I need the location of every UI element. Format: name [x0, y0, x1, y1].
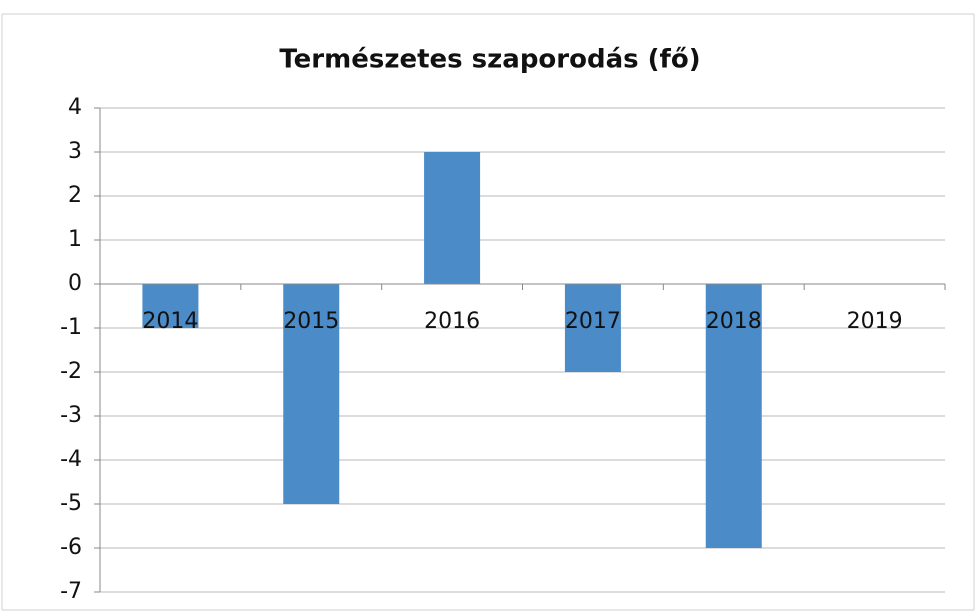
- x-tick-label: 2018: [706, 309, 762, 334]
- y-tick-label: -5: [60, 491, 82, 516]
- y-tick-label: -6: [60, 535, 82, 560]
- bar: [424, 152, 481, 284]
- y-tick-label: -3: [60, 403, 82, 428]
- x-tick-label: 2016: [424, 309, 480, 334]
- y-tick-label: -4: [60, 447, 82, 472]
- chart-title: Természetes szaporodás (fő): [279, 45, 700, 75]
- bar: [283, 284, 340, 504]
- x-tick-label: 2017: [565, 309, 621, 334]
- x-tick-label: 2019: [847, 309, 903, 334]
- y-tick-label: 3: [68, 139, 82, 164]
- bar: [564, 284, 621, 372]
- bar: [705, 284, 762, 548]
- x-tick-label: 2014: [142, 309, 198, 334]
- y-tick-label: 4: [68, 95, 82, 120]
- y-tick-label: 2: [68, 183, 82, 208]
- y-tick-label: -2: [60, 359, 82, 384]
- y-tick-label: -1: [60, 315, 82, 340]
- y-tick-label: 1: [68, 227, 82, 252]
- x-tick-label: 2015: [283, 309, 339, 334]
- bar: [142, 284, 199, 328]
- y-tick-label: 0: [68, 271, 82, 296]
- y-tick-label: -7: [60, 579, 82, 604]
